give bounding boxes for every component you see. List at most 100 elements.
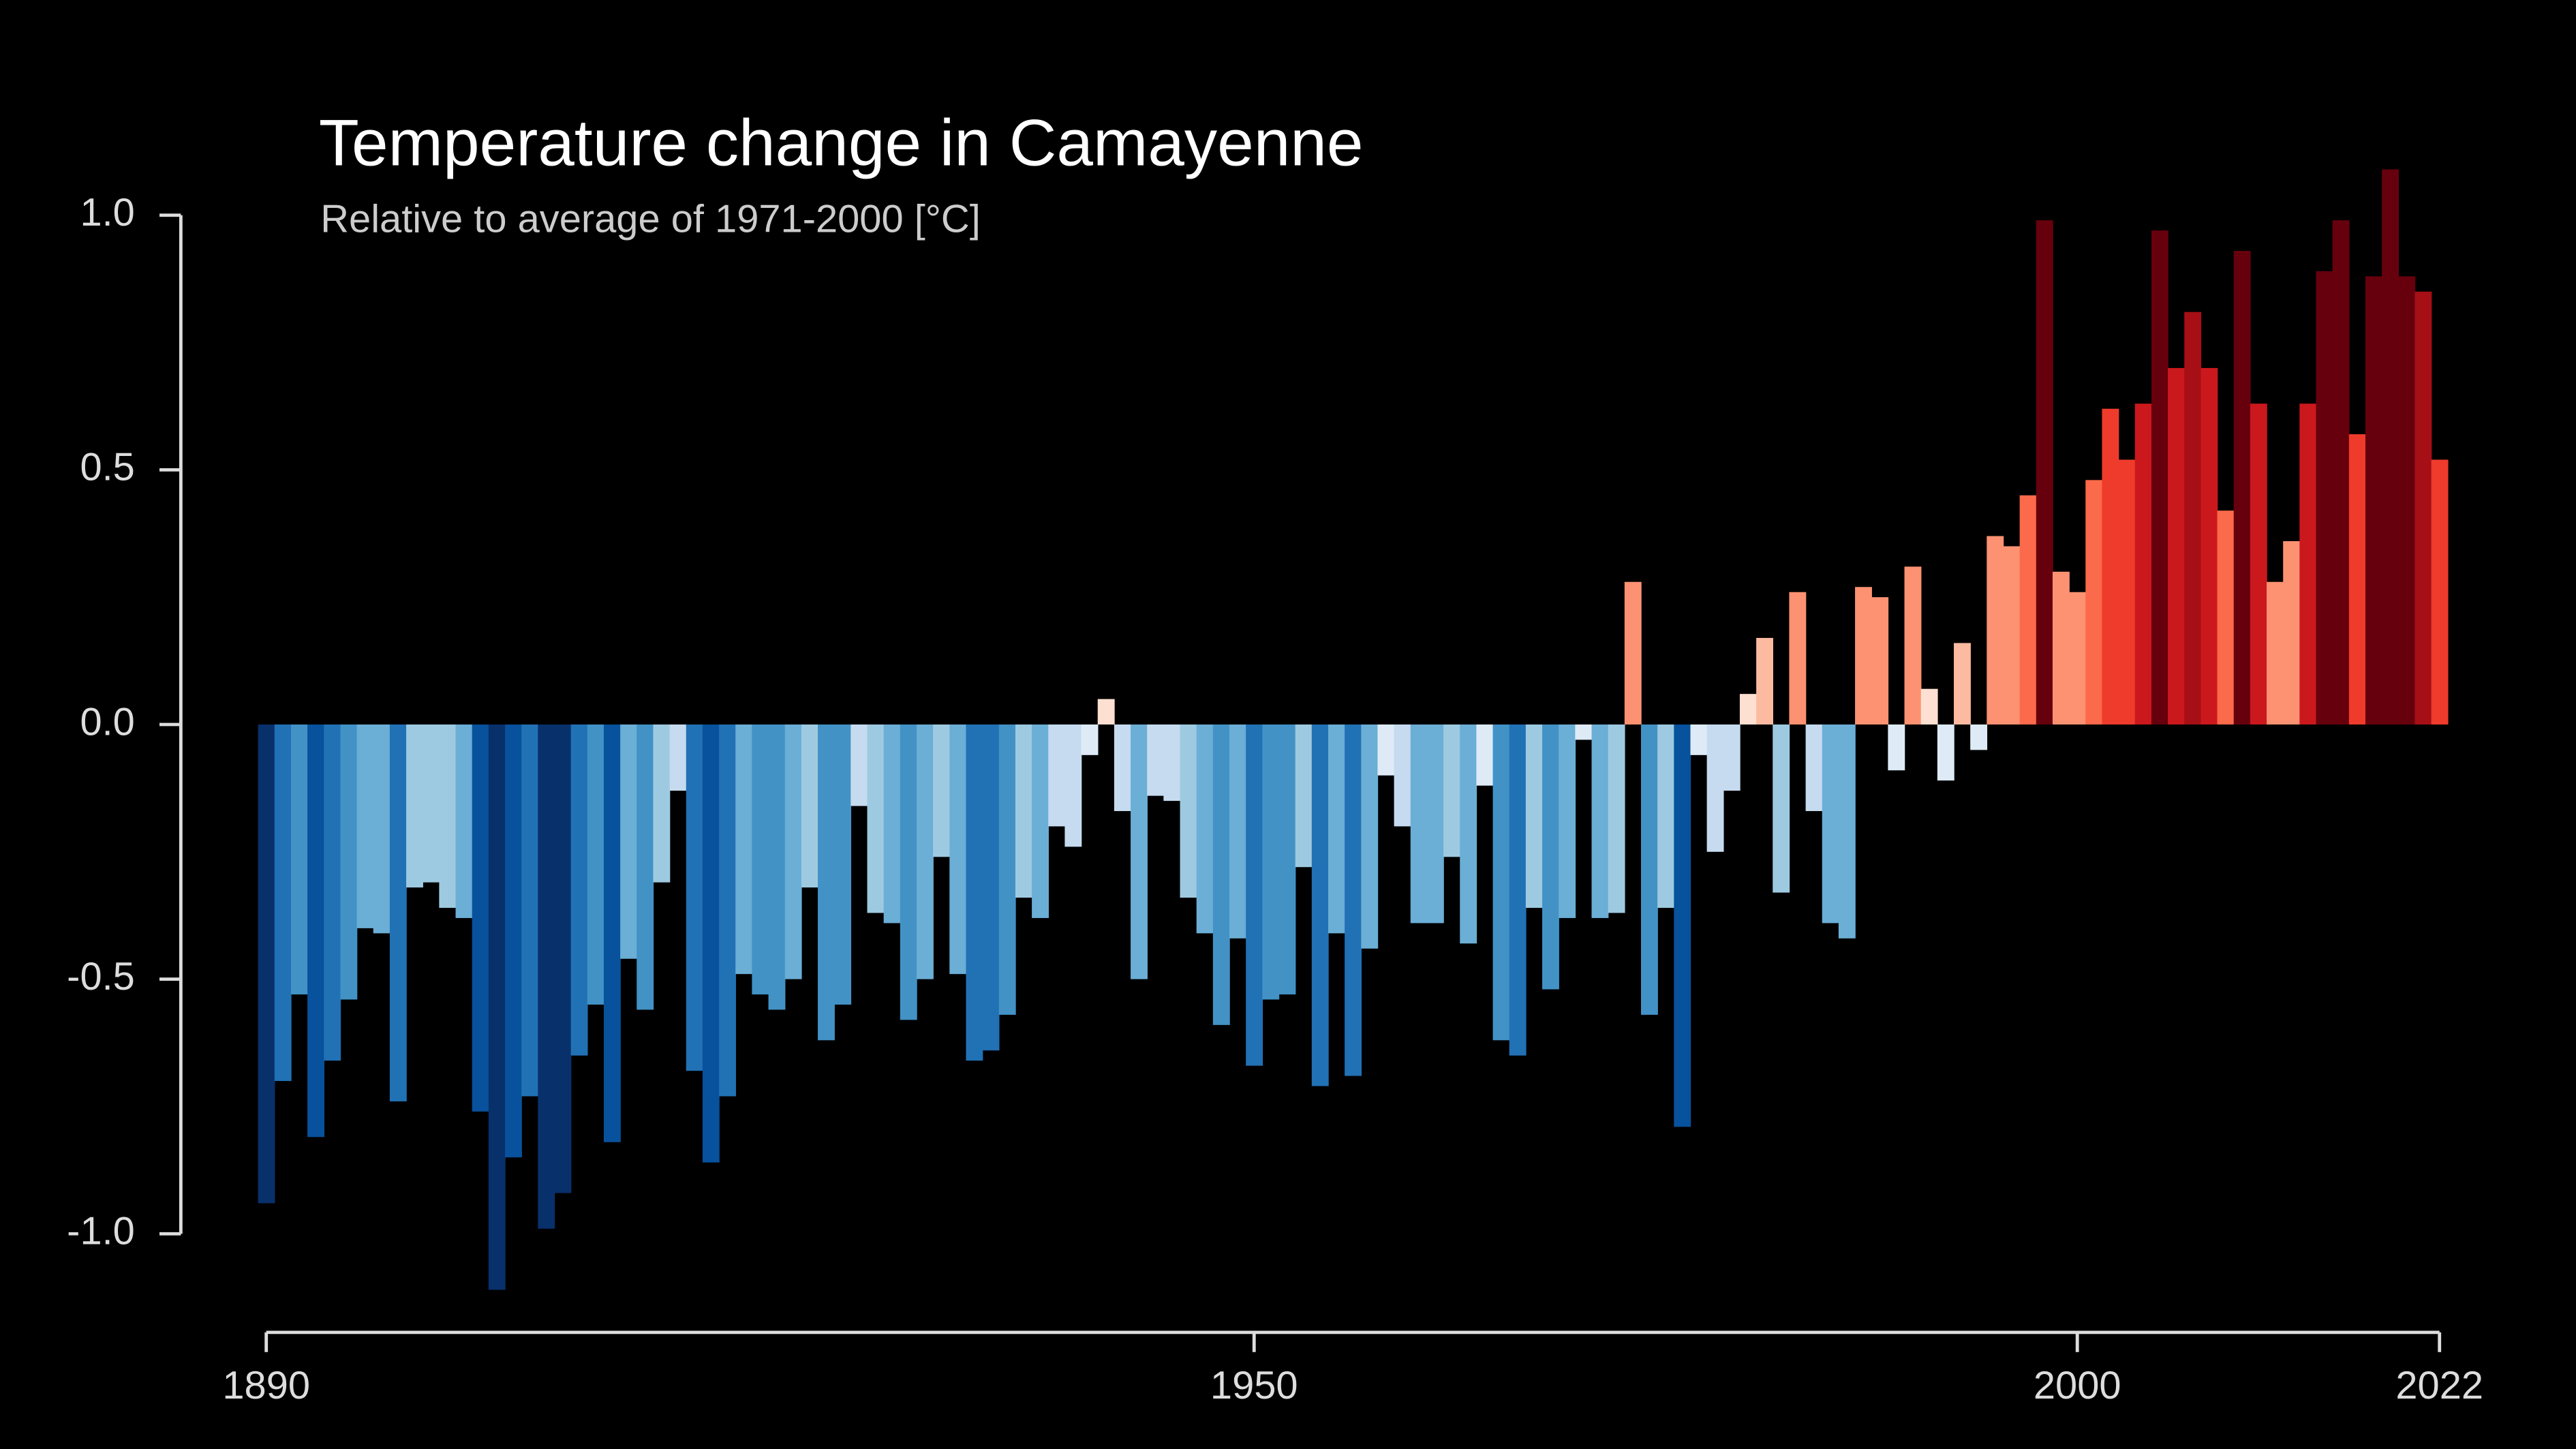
- bar: [1328, 724, 1345, 934]
- bar: [324, 724, 341, 1061]
- bar: [1608, 724, 1625, 913]
- bar: [1690, 724, 1708, 755]
- bar: [1855, 587, 1872, 724]
- bar: [966, 724, 983, 1061]
- x-tick-label: 2022: [2395, 1364, 2483, 1407]
- bar: [1278, 724, 1296, 995]
- bar: [686, 724, 703, 1071]
- bar: [1443, 724, 1460, 857]
- y-tick-label: -1.0: [67, 1210, 135, 1253]
- bar: [1773, 724, 1790, 893]
- bar: [1229, 724, 1246, 939]
- bar: [603, 724, 621, 1142]
- y-tick-label: -0.5: [67, 955, 135, 998]
- bar: [719, 724, 736, 1097]
- bar: [1361, 724, 1379, 949]
- bar: [1970, 724, 1988, 750]
- bar: [2102, 408, 2119, 724]
- bar: [2118, 459, 2136, 724]
- bar: [570, 724, 588, 1056]
- bar: [356, 724, 374, 928]
- bar: [1838, 724, 1856, 939]
- bar: [307, 724, 324, 1138]
- bar: [1640, 724, 1658, 1015]
- bar: [1180, 724, 1197, 898]
- bar: [2134, 403, 2152, 724]
- bar: [1591, 724, 1609, 918]
- bar: [2003, 546, 2021, 724]
- bar: [258, 724, 275, 1204]
- bar: [1739, 694, 1757, 724]
- bar: [2299, 403, 2317, 724]
- bar: [406, 724, 423, 888]
- bar: [1674, 724, 1691, 1127]
- x-tick-label: 1890: [222, 1364, 310, 1407]
- bar: [1410, 724, 1428, 924]
- bar: [1015, 724, 1032, 898]
- bar: [1954, 643, 1971, 724]
- bar: [1345, 724, 1362, 1076]
- bar: [1097, 699, 1115, 724]
- bar: [521, 724, 539, 1097]
- bar: [373, 724, 390, 934]
- bar: [801, 724, 818, 888]
- bar: [2332, 220, 2350, 725]
- bar: [1492, 724, 1510, 1041]
- bar: [1987, 536, 2004, 724]
- bar: [538, 724, 555, 1229]
- bar: [1937, 724, 1954, 781]
- bar: [1064, 724, 1082, 847]
- bar: [2267, 581, 2284, 724]
- chart-title: Temperature change in Camayenne: [319, 106, 1364, 179]
- bar: [1525, 724, 1543, 909]
- bar: [1131, 724, 1148, 979]
- bar: [653, 724, 671, 883]
- bar: [1542, 724, 1559, 990]
- bar: [1460, 724, 1477, 944]
- bar: [2201, 367, 2218, 724]
- bar: [2069, 592, 2087, 724]
- bar: [1295, 724, 1313, 868]
- bar: [1246, 724, 1263, 1066]
- bar: [1789, 592, 1807, 724]
- bar: [1163, 724, 1181, 802]
- bar: [637, 724, 654, 1010]
- bar: [2168, 367, 2185, 724]
- bar: [340, 724, 358, 1000]
- bar: [752, 724, 769, 995]
- bar: [455, 724, 473, 918]
- bar: [1575, 724, 1593, 740]
- bar: [1394, 724, 1411, 827]
- x-tick-label: 2000: [2034, 1364, 2121, 1407]
- bar: [2019, 495, 2037, 724]
- bar: [2398, 276, 2416, 724]
- bar: [1262, 724, 1280, 1000]
- bar: [554, 724, 572, 1193]
- bar: [1032, 724, 1049, 918]
- chart-subtitle: Relative to average of 1971-2000 [°C]: [320, 198, 981, 241]
- bar: [1871, 597, 1889, 724]
- bar: [735, 724, 753, 975]
- bar: [702, 724, 720, 1163]
- bar: [1888, 724, 1905, 771]
- bar: [1805, 724, 1823, 812]
- bar: [2052, 571, 2070, 724]
- bar: [2431, 459, 2449, 724]
- bar: [1081, 724, 1099, 755]
- bar: [949, 724, 967, 975]
- bar: [1476, 724, 1494, 786]
- bar: [867, 724, 885, 913]
- bar: [2085, 480, 2103, 724]
- bar: [2348, 434, 2366, 724]
- bar: [2217, 510, 2235, 724]
- bar: [1559, 724, 1576, 918]
- bar: [2382, 169, 2399, 725]
- bar: [389, 724, 407, 1101]
- bar: [916, 724, 934, 979]
- bar: [274, 724, 292, 1082]
- y-tick-label: 0.0: [80, 700, 134, 744]
- bar: [587, 724, 604, 1005]
- bar: [2283, 540, 2301, 724]
- y-tick-label: 1.0: [80, 191, 134, 234]
